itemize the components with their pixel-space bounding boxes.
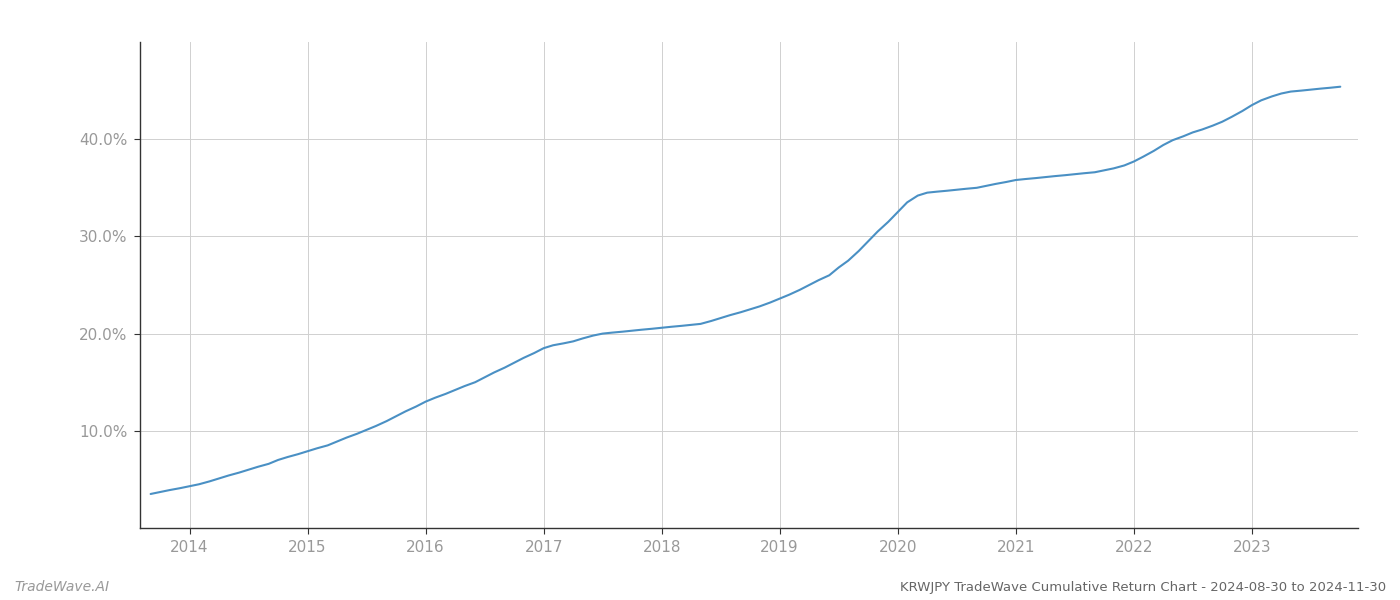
Text: TradeWave.AI: TradeWave.AI bbox=[14, 580, 109, 594]
Text: KRWJPY TradeWave Cumulative Return Chart - 2024-08-30 to 2024-11-30: KRWJPY TradeWave Cumulative Return Chart… bbox=[900, 581, 1386, 594]
